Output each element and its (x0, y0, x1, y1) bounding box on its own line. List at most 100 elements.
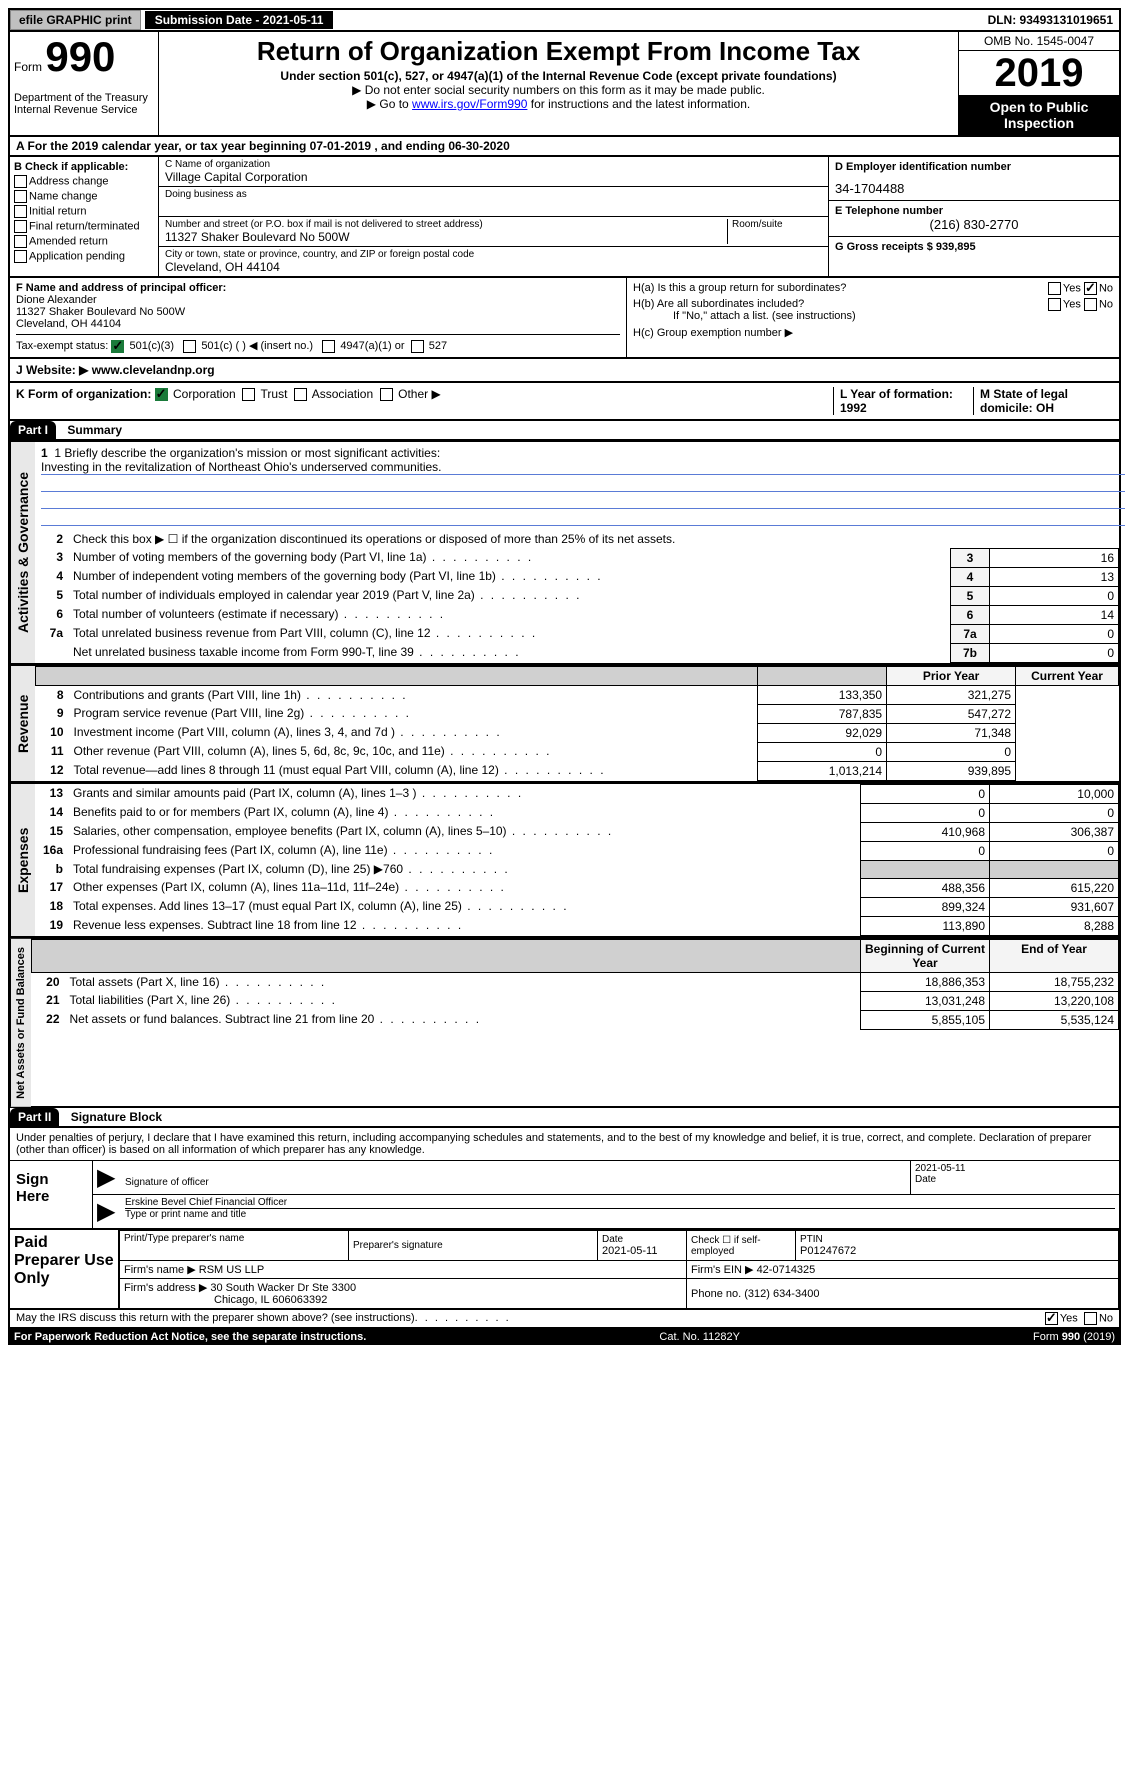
sig-date: 2021-05-11 (915, 1163, 1115, 1174)
discuss-row: May the IRS discuss this return with the… (8, 1310, 1121, 1329)
sidebar-expenses: Expenses (10, 784, 35, 936)
footer-center: Cat. No. 11282Y (659, 1331, 740, 1343)
checkbox-name-change[interactable] (14, 190, 27, 203)
note-2-pre: ▶ Go to (367, 97, 412, 111)
form-header: Form 990 Department of the Treasury Inte… (8, 32, 1121, 137)
note-1: ▶ Do not enter social security numbers o… (167, 83, 950, 97)
part1-title: Summary (67, 423, 122, 437)
dba-label: Doing business as (165, 189, 822, 200)
hb-label: H(b) Are all subordinates included? (633, 298, 804, 310)
paid-preparer-label: Paid Preparer Use Only (10, 1230, 119, 1308)
expenses-table: 13Grants and similar amounts paid (Part … (35, 784, 1119, 936)
checkbox-501c3[interactable] (111, 340, 124, 353)
mission-text: Investing in the revitalization of North… (41, 460, 1125, 475)
org-name-label: C Name of organization (165, 159, 822, 170)
year-formation: L Year of formation: 1992 (833, 387, 973, 415)
firm-name: RSM US LLP (199, 1264, 264, 1276)
firm-city: Chicago, IL 606063392 (124, 1294, 327, 1306)
row-f-h: F Name and address of principal officer:… (8, 278, 1121, 359)
col-c-org-info: C Name of organization Village Capital C… (159, 157, 829, 276)
phone-label: E Telephone number (835, 205, 1113, 217)
addr-label: Number and street (or P.O. box if mail i… (165, 219, 727, 230)
submission-date: Submission Date - 2021-05-11 (145, 11, 334, 29)
label-app-pending: Application pending (29, 250, 125, 262)
declaration-text: Under penalties of perjury, I declare th… (10, 1128, 1119, 1160)
section-revenue: Revenue Prior Year Current Year 8Contrib… (8, 665, 1121, 783)
officer-type-label: Type or print name and title (125, 1209, 1115, 1220)
form-subtitle: Under section 501(c), 527, or 4947(a)(1)… (167, 69, 950, 83)
dln-label: DLN: 93493131019651 (988, 13, 1119, 27)
sidebar-governance: Activities & Governance (10, 442, 35, 663)
checkbox-assoc[interactable] (294, 388, 307, 401)
efile-button[interactable]: efile GRAPHIC print (10, 10, 141, 30)
row-k: K Form of organization: Corporation Trus… (8, 383, 1121, 421)
firm-phone: (312) 634-3400 (744, 1288, 819, 1300)
checkbox-address-change[interactable] (14, 175, 27, 188)
firm-addr-label: Firm's address ▶ (124, 1282, 207, 1294)
label-other: Other ▶ (398, 387, 441, 401)
netassets-table: Beginning of Current Year End of Year 20… (31, 939, 1119, 1030)
label-address-change: Address change (29, 175, 109, 187)
form-title: Return of Organization Exempt From Incom… (167, 36, 950, 67)
checkbox-hb-no[interactable] (1084, 298, 1097, 311)
checkbox-501c[interactable] (183, 340, 196, 353)
checkbox-ha-no[interactable] (1084, 282, 1097, 295)
paid-preparer-section: Paid Preparer Use Only Print/Type prepar… (8, 1230, 1121, 1310)
revenue-table: Prior Year Current Year 8Contributions a… (35, 666, 1119, 781)
dba-value (165, 200, 822, 214)
sidebar-netassets: Net Assets or Fund Balances (10, 939, 31, 1107)
checkbox-amended[interactable] (14, 235, 27, 248)
org-name: Village Capital Corporation (165, 170, 822, 184)
addr-value: 11327 Shaker Boulevard No 500W (165, 230, 727, 244)
ein-value: 34-1704488 (835, 181, 1113, 196)
ha-label: H(a) Is this a group return for subordin… (633, 282, 846, 294)
footer-left: For Paperwork Reduction Act Notice, see … (14, 1331, 366, 1343)
governance-table: 2Check this box ▶ ☐ if the organization … (35, 530, 1119, 663)
checkbox-ha-yes[interactable] (1048, 282, 1061, 295)
label-4947: 4947(a)(1) or (340, 340, 404, 352)
section-governance: Activities & Governance 1 1 Briefly desc… (8, 441, 1121, 665)
checkbox-527[interactable] (411, 340, 424, 353)
col-b-heading: B Check if applicable: (14, 161, 154, 173)
sidebar-revenue: Revenue (10, 666, 35, 781)
checkbox-discuss-no[interactable] (1084, 1312, 1097, 1325)
hc-label: H(c) Group exemption number ▶ (633, 326, 1113, 339)
checkbox-4947[interactable] (322, 340, 335, 353)
firm-name-label: Firm's name ▶ (124, 1264, 196, 1276)
mission-label: 1 1 Briefly describe the organization's … (41, 446, 1125, 460)
form-label: Form (14, 60, 42, 74)
identity-block: B Check if applicable: Address change Na… (8, 157, 1121, 278)
checkbox-initial-return[interactable] (14, 205, 27, 218)
ptin-label: PTIN (800, 1234, 1114, 1245)
checkbox-app-pending[interactable] (14, 250, 27, 263)
label-assoc: Association (312, 387, 373, 401)
tax-status-label: Tax-exempt status: (16, 340, 108, 352)
label-trust: Trust (261, 387, 288, 401)
row-a-tax-year: A For the 2019 calendar year, or tax yea… (8, 137, 1121, 157)
ptin-value: P01247672 (800, 1245, 1114, 1257)
part2-header: Part II (10, 1108, 59, 1126)
officer-addr: 11327 Shaker Boulevard No 500W (16, 306, 620, 318)
form-number: 990 (45, 33, 115, 80)
checkbox-other[interactable] (380, 388, 393, 401)
checkbox-final-return[interactable] (14, 220, 27, 233)
self-emp-label: Check ☐ if self-employed (691, 1235, 791, 1257)
footer: For Paperwork Reduction Act Notice, see … (8, 1329, 1121, 1345)
col-b-checkboxes: B Check if applicable: Address change Na… (10, 157, 159, 276)
checkbox-corp[interactable] (155, 388, 168, 401)
prep-sig-label: Preparer's signature (353, 1240, 593, 1251)
checkbox-trust[interactable] (242, 388, 255, 401)
irs-link[interactable]: www.irs.gov/Form990 (412, 97, 527, 111)
ein-label: D Employer identification number (835, 161, 1113, 173)
signature-section: Under penalties of perjury, I declare th… (8, 1128, 1121, 1230)
officer-name-title: Erskine Bevel Chief Financial Officer (125, 1197, 1115, 1209)
department-label: Department of the Treasury Internal Reve… (14, 92, 154, 116)
checkbox-discuss-yes[interactable] (1045, 1312, 1058, 1325)
firm-ein-label: Firm's EIN ▶ (691, 1264, 754, 1276)
section-netassets: Net Assets or Fund Balances Beginning of… (8, 938, 1121, 1109)
sign-here-label: Sign Here (10, 1161, 93, 1228)
prep-date-label: Date (602, 1234, 682, 1245)
footer-right: Form 990 (2019) (1033, 1331, 1115, 1343)
header-begin-year: Beginning of Current Year (861, 939, 990, 972)
checkbox-hb-yes[interactable] (1048, 298, 1061, 311)
